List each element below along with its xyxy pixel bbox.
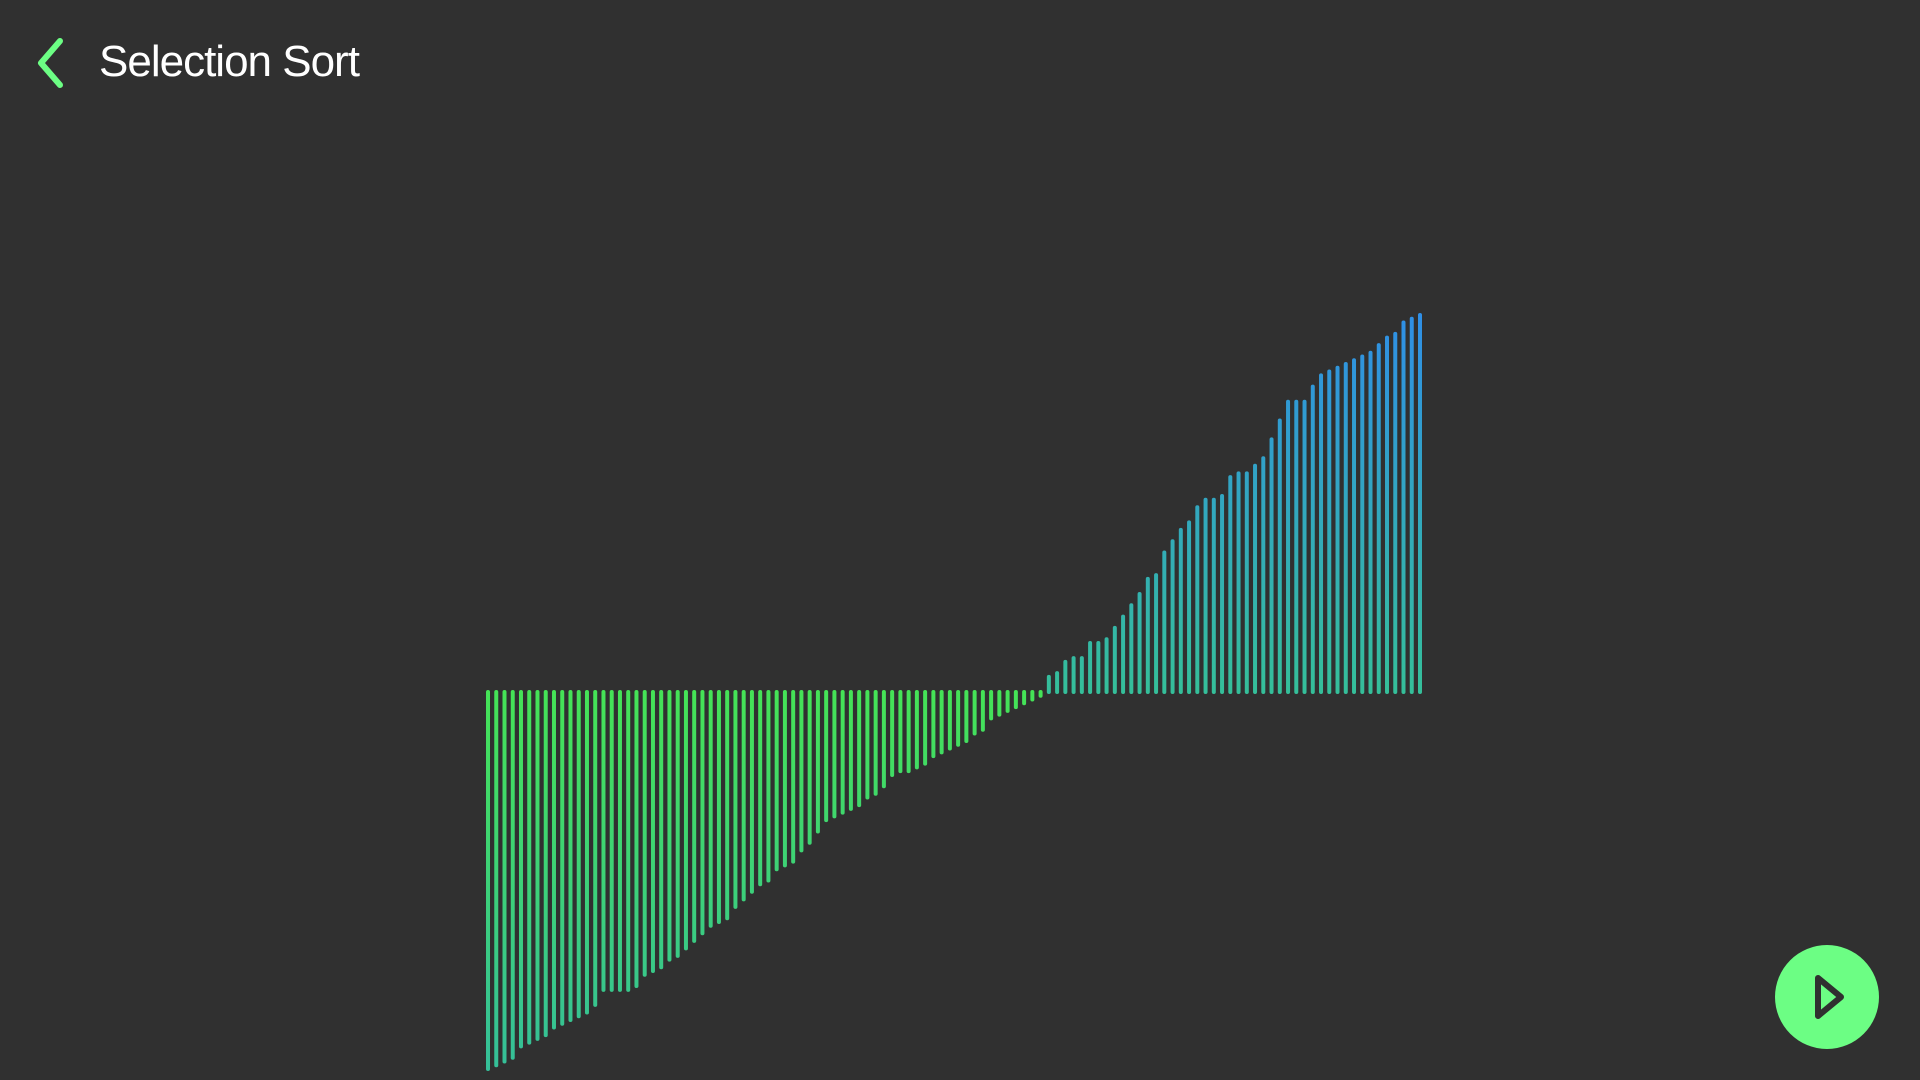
- play-button[interactable]: [1775, 945, 1879, 1049]
- bar-group: [486, 313, 1422, 1071]
- back-button[interactable]: [22, 28, 80, 98]
- chevron-left-icon: [38, 38, 63, 88]
- header: Selection Sort: [0, 0, 1920, 125]
- page-title: Selection Sort: [99, 37, 360, 86]
- play-icon: [1815, 975, 1844, 1019]
